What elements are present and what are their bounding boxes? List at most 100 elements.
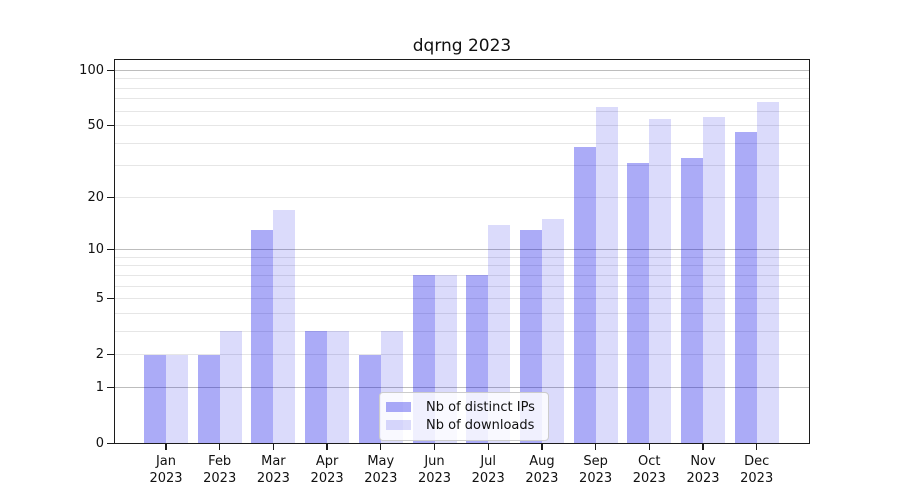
x-axis-tick-label-month: Feb xyxy=(208,454,232,469)
legend-swatch-distinct-ips xyxy=(386,402,411,412)
x-axis-tick-label-year: 2023 xyxy=(149,471,183,486)
gridline-minor xyxy=(114,142,810,144)
gridline-minor xyxy=(114,110,810,112)
y-axis-tick-label: 50 xyxy=(87,118,104,134)
x-axis-tick-mark xyxy=(594,444,597,450)
x-axis-tick-label: Dec 2023 xyxy=(717,453,797,487)
bar-distinct-ips xyxy=(144,354,166,444)
y-axis-tick-mark xyxy=(107,69,114,71)
gridline-major xyxy=(114,249,810,251)
x-axis-tick-label-year: 2023 xyxy=(310,471,344,486)
bar-distinct-ips xyxy=(734,132,757,444)
x-axis-tick-label-year: 2023 xyxy=(686,471,720,486)
x-axis-tick-label-month: Jul xyxy=(480,454,497,469)
x-axis-tick-label-year: 2023 xyxy=(256,471,290,486)
x-axis-tick-label: Apr 2023 xyxy=(287,453,367,487)
gridline-minor xyxy=(114,298,810,300)
gridline-minor xyxy=(114,256,810,258)
gridline-minor xyxy=(114,98,810,100)
y-axis-tick-label: 20 xyxy=(87,189,104,205)
legend: Nb of distinct IPs Nb of downloads xyxy=(379,392,549,441)
gridline-minor xyxy=(114,285,810,287)
bar-downloads xyxy=(488,224,511,444)
bar-downloads xyxy=(541,219,564,444)
gridline-major xyxy=(114,69,810,71)
x-axis-tick-label: Sep 2023 xyxy=(556,453,636,487)
x-axis-tick-label-year: 2023 xyxy=(417,471,452,486)
y-axis-tick-label: 10 xyxy=(87,242,104,258)
x-axis-tick-label: Jun 2023 xyxy=(395,453,475,487)
gridline-minor xyxy=(114,265,810,267)
x-axis-tick-mark xyxy=(756,444,758,450)
y-axis-tick-mark xyxy=(107,124,114,127)
gridline-minor xyxy=(114,274,810,276)
x-axis-tick-mark xyxy=(702,444,704,450)
legend-label-distinct-ips: Nb of distinct IPs xyxy=(426,399,535,415)
x-axis-tick-mark xyxy=(380,444,382,450)
legend-item-distinct-ips: Nb of distinct IPs xyxy=(386,398,540,416)
legend-label-downloads: Nb of downloads xyxy=(426,417,535,433)
y-axis-tick-label: 1 xyxy=(95,379,104,395)
x-axis-tick-label: May 2023 xyxy=(341,453,421,487)
bar-downloads xyxy=(595,107,618,444)
gridline-major xyxy=(114,386,810,388)
x-axis-tick-label-year: 2023 xyxy=(632,471,666,486)
bar-distinct-ips xyxy=(681,158,703,444)
y-axis-tick-mark xyxy=(107,353,114,356)
gridline-minor xyxy=(114,330,810,332)
x-axis-tick-label-month: Oct xyxy=(638,454,661,469)
y-axis-tick-label: 100 xyxy=(79,62,104,78)
gridline-minor xyxy=(114,125,810,127)
bar-distinct-ips xyxy=(197,354,220,444)
gridline-minor xyxy=(114,87,810,89)
x-axis-tick-label-year: 2023 xyxy=(364,471,398,486)
y-axis-tick-mark xyxy=(107,442,114,445)
bar-distinct-ips xyxy=(519,230,542,444)
legend-item-downloads: Nb of downloads xyxy=(386,416,540,434)
gridline-minor xyxy=(114,165,810,167)
x-axis-tick-label-year: 2023 xyxy=(579,471,613,486)
bar-downloads xyxy=(327,331,350,444)
bar-distinct-ips xyxy=(305,331,328,444)
y-axis-tick-label: 2 xyxy=(95,347,104,363)
x-axis-tick-label-year: 2023 xyxy=(203,471,237,486)
x-axis-tick-label: Feb 2023 xyxy=(180,453,260,487)
bar-distinct-ips xyxy=(251,230,274,444)
x-axis-tick-label-month: May xyxy=(367,454,395,469)
x-axis-tick-label: Nov 2023 xyxy=(663,453,743,487)
bar-downloads xyxy=(219,331,242,444)
x-axis-tick-label-month: Jun xyxy=(424,454,445,469)
x-axis-tick-label: Aug 2023 xyxy=(502,453,582,487)
gridline-minor xyxy=(114,196,810,198)
x-axis-tick-mark xyxy=(648,444,650,450)
x-axis-tick-label-month: Sep xyxy=(583,454,608,469)
x-axis-tick-label-month: Aug xyxy=(529,454,555,469)
x-axis-tick-mark xyxy=(272,444,275,450)
bar-downloads xyxy=(166,354,188,444)
x-axis-tick-label-year: 2023 xyxy=(525,471,559,486)
gridline-minor xyxy=(114,312,810,314)
x-axis-tick-mark xyxy=(433,444,436,450)
x-axis-tick-label-year: 2023 xyxy=(740,471,774,486)
x-axis-tick-label: Oct 2023 xyxy=(609,453,689,487)
x-axis-tick-label: Jan 2023 xyxy=(126,453,206,487)
y-axis-tick-label: 0 xyxy=(95,436,104,451)
x-axis-tick-label-month: Mar xyxy=(261,454,286,469)
bar-distinct-ips xyxy=(573,147,596,444)
gridline-minor xyxy=(114,78,810,80)
x-axis-tick-mark xyxy=(541,444,543,450)
y-axis-tick-mark xyxy=(107,297,114,300)
x-axis-tick-label: Jul 2023 xyxy=(448,453,528,487)
bar-downloads xyxy=(756,102,779,444)
plot-area: Nb of distinct IPs Nb of downloads xyxy=(114,59,810,444)
x-axis-tick-label-year: 2023 xyxy=(471,471,505,486)
x-axis-tick-mark xyxy=(165,444,167,450)
x-axis-tick-mark xyxy=(326,444,328,450)
bar-distinct-ips xyxy=(627,163,650,444)
bar-downloads xyxy=(703,116,725,444)
y-axis-tick-mark xyxy=(107,386,114,389)
y-axis-tick-mark xyxy=(107,248,114,251)
x-axis-tick-label: Mar 2023 xyxy=(233,453,313,487)
bar-downloads xyxy=(649,119,672,444)
